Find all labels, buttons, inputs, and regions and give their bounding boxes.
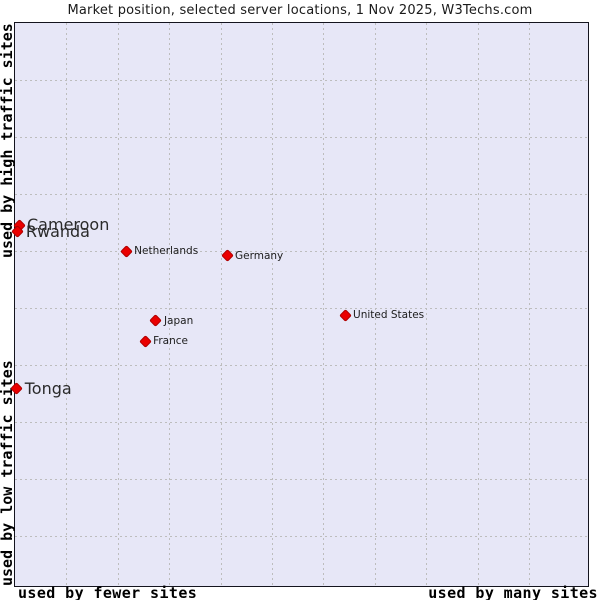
data-point-label: Japan [163,314,194,327]
chart-title: Market position, selected server locatio… [67,3,533,18]
data-point-label: Tonga [24,378,72,398]
x-axis-label-many-sites: used by many sites [428,584,598,600]
data-point-label: France [153,335,188,348]
data-point-label: Rwanda [25,221,90,241]
data-point-label: United States [353,309,425,322]
grid-lines [15,23,588,586]
data-point-label: Netherlands [134,245,199,257]
y-axis-label-high-traffic: used by high traffic sites [0,23,16,258]
x-axis-label-fewer-sites: used by fewer sites [18,584,198,600]
y-axis-label-low-traffic: used by low traffic sites [0,360,16,586]
plot-area: Cameroon Rwanda Netherlands Germany Japan Fra… [10,22,589,587]
data-point-label: Cameroon [27,215,110,235]
data-point-label: Germany [235,249,284,262]
